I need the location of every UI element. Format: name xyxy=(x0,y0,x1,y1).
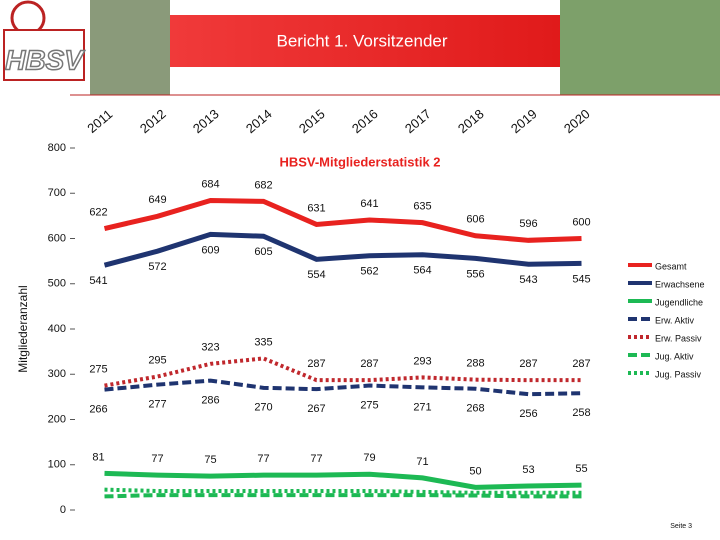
value-label: 596 xyxy=(519,218,537,230)
photo-right xyxy=(560,0,720,95)
value-label: 554 xyxy=(307,269,325,281)
y-tick-label: 400 xyxy=(48,323,66,335)
chart-title: HBSV-Mitgliederstatistik 2 xyxy=(279,154,440,169)
logo: HBSV xyxy=(3,0,86,81)
legend-label: Gesamt xyxy=(655,261,687,271)
value-label: 258 xyxy=(572,407,590,419)
value-label: 600 xyxy=(572,216,590,228)
y-tick-label: 0 xyxy=(60,504,66,516)
series-line xyxy=(104,378,582,397)
value-label: 286 xyxy=(201,394,219,406)
value-label: 270 xyxy=(254,402,272,414)
page-number: Seite 3 xyxy=(670,523,692,530)
value-label: 271 xyxy=(413,401,431,413)
value-label: 649 xyxy=(148,194,166,206)
y-tick-label: 500 xyxy=(48,278,66,290)
series-line xyxy=(103,197,582,243)
value-label: 609 xyxy=(201,244,219,256)
series-line xyxy=(104,470,582,490)
photo-left xyxy=(90,0,170,95)
value-label: 335 xyxy=(254,336,272,348)
value-label: 543 xyxy=(519,274,537,286)
value-label: 77 xyxy=(151,453,163,465)
value-label: 631 xyxy=(307,202,325,214)
legend-label: Jug. Passiv xyxy=(655,369,702,379)
series-line xyxy=(104,493,582,499)
value-label: 635 xyxy=(413,201,431,213)
y-tick-label: 600 xyxy=(48,232,66,244)
value-label: 295 xyxy=(148,354,166,366)
value-label: 256 xyxy=(519,408,537,420)
value-label: 79 xyxy=(363,452,375,464)
value-label: 50 xyxy=(469,465,481,477)
value-label: 605 xyxy=(254,246,272,258)
value-label: 275 xyxy=(89,363,107,375)
value-label: 277 xyxy=(148,399,166,411)
value-label: 572 xyxy=(148,261,166,273)
value-label: 684 xyxy=(201,178,219,190)
value-label: 53 xyxy=(522,464,534,476)
value-label: 323 xyxy=(201,342,219,354)
legend-label: Erwachsene xyxy=(655,279,705,289)
title-banner xyxy=(170,15,560,67)
value-label: 55 xyxy=(575,463,587,475)
value-label: 268 xyxy=(466,403,484,415)
slide-title: Bericht 1. Vorsitzender xyxy=(276,31,447,50)
series-line xyxy=(103,231,582,268)
series-line xyxy=(104,356,582,388)
legend-label: Erw. Aktiv xyxy=(655,315,695,325)
value-label: 564 xyxy=(413,265,431,277)
value-label: 81 xyxy=(92,451,104,463)
value-label: 293 xyxy=(413,355,431,367)
value-label: 287 xyxy=(572,358,590,370)
value-label: 267 xyxy=(307,403,325,415)
logo-text: HBSV xyxy=(5,44,85,75)
y-tick-label: 700 xyxy=(48,187,66,199)
series-line xyxy=(104,487,582,495)
value-label: 606 xyxy=(466,214,484,226)
value-label: 562 xyxy=(360,266,378,278)
y-tick-label: 800 xyxy=(48,142,66,154)
y-tick-label: 200 xyxy=(48,413,66,425)
y-axis-label: Mitgliederanzahl xyxy=(16,285,30,372)
value-label: 287 xyxy=(307,358,325,370)
value-label: 545 xyxy=(572,273,590,285)
value-label: 266 xyxy=(89,404,107,416)
legend-label: Erw. Passiv xyxy=(655,333,702,343)
legend-label: Jug. Aktiv xyxy=(655,351,694,361)
value-label: 622 xyxy=(89,206,107,218)
value-label: 682 xyxy=(254,179,272,191)
value-label: 641 xyxy=(360,198,378,210)
value-label: 287 xyxy=(519,358,537,370)
y-tick-label: 100 xyxy=(48,459,66,471)
value-label: 541 xyxy=(89,275,107,287)
legend-label: Jugendliche xyxy=(655,297,703,307)
value-label: 71 xyxy=(416,456,428,468)
y-tick-label: 300 xyxy=(48,368,66,380)
value-label: 287 xyxy=(360,358,378,370)
value-label: 275 xyxy=(360,399,378,411)
value-label: 556 xyxy=(466,268,484,280)
value-label: 75 xyxy=(204,454,216,466)
value-label: 288 xyxy=(466,358,484,370)
value-label: 77 xyxy=(310,453,322,465)
value-label: 77 xyxy=(257,453,269,465)
